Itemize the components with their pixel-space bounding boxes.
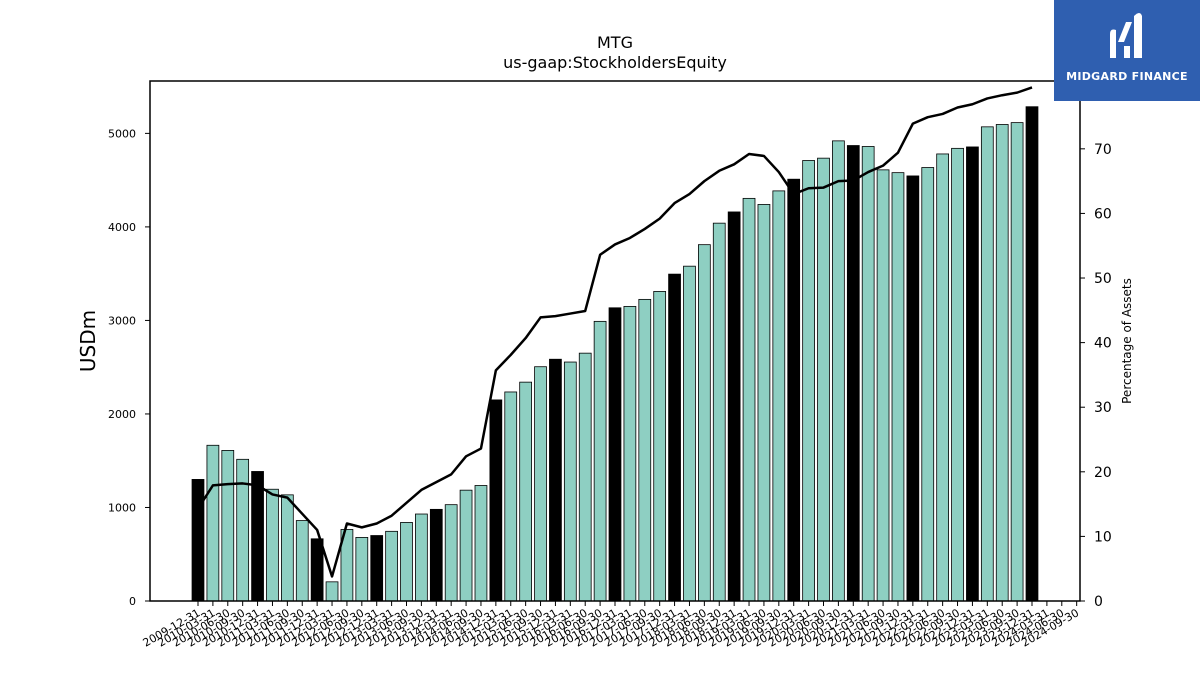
bar-2017-12-31 bbox=[668, 273, 681, 602]
bar-2011-12-31 bbox=[310, 538, 324, 602]
bar-2018-12-31 bbox=[727, 211, 741, 602]
y2-tick-label: 0 bbox=[1094, 594, 1103, 610]
bar-2015-12-31 bbox=[549, 358, 562, 602]
bar-2021-06-30 bbox=[876, 169, 890, 602]
bar-2021-03-31 bbox=[861, 146, 875, 602]
y2-tick-label: 10 bbox=[1094, 529, 1112, 545]
bar-2018-09-30 bbox=[712, 222, 726, 602]
bar-2022-06-30 bbox=[936, 153, 950, 602]
bar-2023-12-31 bbox=[1025, 106, 1039, 602]
bar-2015-03-31 bbox=[504, 391, 518, 602]
bar-2013-09-30 bbox=[415, 513, 428, 602]
bar-2020-03-31 bbox=[802, 160, 815, 602]
bar-2011-09-30 bbox=[295, 520, 309, 602]
bars bbox=[191, 106, 1039, 602]
bar-2011-06-30 bbox=[280, 494, 294, 602]
bar-2018-03-31 bbox=[683, 265, 696, 602]
bar-2023-03-31 bbox=[980, 126, 994, 602]
bar-2019-03-31 bbox=[742, 197, 756, 602]
bar-2016-03-31 bbox=[563, 361, 577, 602]
bar-2021-09-30 bbox=[891, 172, 905, 602]
bar-2012-12-31 bbox=[370, 535, 384, 602]
bar-2019-09-30 bbox=[772, 190, 786, 602]
bar-2014-03-31 bbox=[444, 504, 458, 602]
y-axis-label: USDm bbox=[76, 310, 100, 372]
bar-2017-09-30 bbox=[653, 291, 667, 602]
bar-2010-03-31 bbox=[206, 444, 220, 602]
chart-title: MTG bbox=[597, 33, 633, 52]
bar-2018-06-30 bbox=[698, 244, 711, 602]
bar-2010-06-30 bbox=[221, 450, 235, 602]
bar-2012-09-30 bbox=[355, 537, 369, 602]
bar-2009-12-31 bbox=[191, 479, 205, 602]
bar-2016-12-31 bbox=[608, 307, 622, 602]
bar-2016-06-30 bbox=[578, 352, 592, 602]
bar-2020-09-30 bbox=[832, 140, 845, 602]
chart-subtitle: us-gaap:StockholdersEquity bbox=[503, 53, 727, 72]
bar-2019-12-31 bbox=[787, 178, 801, 602]
bar-2023-09-30 bbox=[1010, 122, 1024, 602]
bar-2017-06-30 bbox=[638, 298, 652, 602]
logo-mark-icon bbox=[1110, 13, 1142, 58]
y2-axis-label: Percentage of Assets bbox=[1120, 278, 1134, 404]
y2-tick-label: 50 bbox=[1094, 271, 1112, 287]
bar-2022-12-31 bbox=[966, 146, 979, 602]
y-tick-label: 1000 bbox=[108, 501, 136, 514]
y-tick-label: 3000 bbox=[108, 314, 136, 327]
bar-2015-09-30 bbox=[534, 366, 547, 602]
bar-2014-12-31 bbox=[489, 399, 503, 602]
bar-2023-06-30 bbox=[995, 124, 1009, 602]
bar-2015-06-30 bbox=[519, 381, 533, 602]
percentage-line-layer bbox=[196, 86, 1033, 578]
bar-2014-06-30 bbox=[459, 489, 473, 602]
bar-2017-03-31 bbox=[623, 305, 637, 602]
y-tick-label: 0 bbox=[129, 595, 136, 608]
y-tick-label: 2000 bbox=[108, 408, 136, 421]
bar-2011-03-31 bbox=[266, 488, 279, 602]
bar-2010-09-30 bbox=[236, 458, 250, 602]
bar-2020-06-30 bbox=[817, 157, 830, 602]
bar-2019-06-30 bbox=[757, 204, 771, 602]
bar-2010-12-31 bbox=[251, 471, 264, 602]
logo-badge: MIDGARD FINANCE bbox=[1054, 0, 1200, 101]
bar-2022-03-31 bbox=[921, 167, 935, 602]
y2-tick-label: 20 bbox=[1094, 465, 1112, 481]
y2-tick-label: 70 bbox=[1094, 142, 1112, 158]
bar-2020-12-31 bbox=[846, 145, 860, 602]
bar-2022-09-30 bbox=[951, 147, 964, 602]
bar-2012-03-31 bbox=[325, 581, 339, 602]
y2-tick-label: 40 bbox=[1094, 336, 1112, 352]
bar-2016-09-30 bbox=[593, 320, 607, 602]
bar-2013-03-31 bbox=[385, 530, 398, 602]
bar-2013-12-31 bbox=[429, 508, 443, 602]
bar-2013-06-30 bbox=[400, 522, 413, 602]
y2-tick-label: 30 bbox=[1094, 400, 1112, 416]
bar-2014-09-30 bbox=[474, 485, 488, 602]
y2-tick-label: 60 bbox=[1094, 206, 1112, 222]
bar-2021-12-31 bbox=[906, 175, 920, 602]
logo-text: MIDGARD FINANCE bbox=[1066, 70, 1188, 83]
y-tick-label: 4000 bbox=[108, 221, 136, 234]
y-tick-label: 5000 bbox=[108, 127, 136, 140]
